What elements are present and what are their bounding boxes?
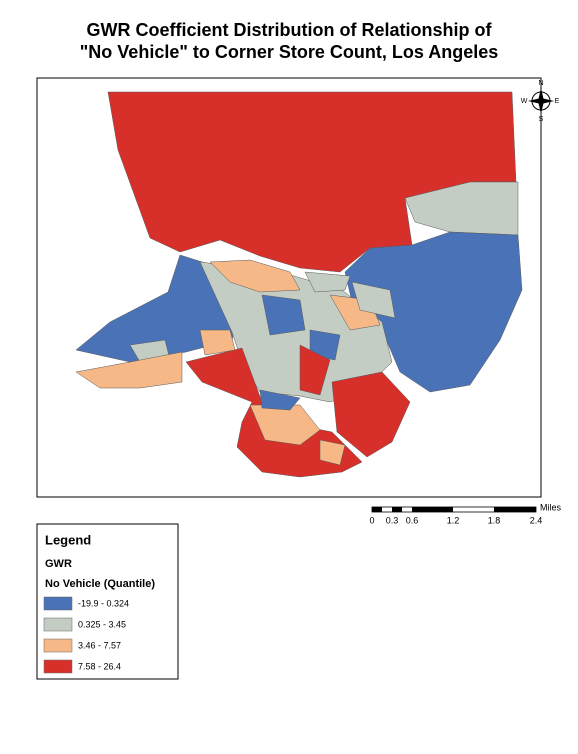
compass-n: N [538,80,543,87]
legend-label: -19.9 - 0.324 [78,598,129,608]
legend-layer: GWR [45,558,72,570]
scale-label: 0 [369,515,374,525]
scale-segment [412,507,453,512]
legend-swatch [43,617,73,632]
scale-segment [494,507,536,512]
scale-label: 0.6 [406,515,419,525]
title-line: "No Vehicle" to Corner Store Count, Los … [80,42,498,62]
scale-label: 2.4 [530,515,543,525]
compass-e: E [555,98,560,105]
map [75,91,523,478]
north-arrow: N S E W [521,80,560,123]
compass-w: W [521,98,528,105]
title-line: GWR Coefficient Distribution of Relation… [87,20,493,40]
legend-label: 3.46 - 7.57 [78,640,121,650]
scale-unit: Miles [540,502,562,512]
legend-items: -19.9 - 0.324 0.325 - 3.45 3.46 - 7.57 7.58… [43,596,129,674]
scale-label: 0.3 [386,515,399,525]
legend-swatch [43,638,73,653]
legend-swatch [43,596,73,611]
scale-label: 1.2 [447,515,460,525]
legend-swatch [43,659,73,674]
compass-s: S [539,116,544,123]
compass-needle [528,98,554,104]
legend-field: No Vehicle (Quantile) [45,578,155,590]
scale-label: 1.8 [488,515,501,525]
scale-segment [372,507,382,512]
legend-label: 7.58 - 26.4 [78,661,121,671]
legend-label: 0.325 - 3.45 [78,619,126,629]
legend-title: Legend [45,532,91,547]
scale-segment [392,507,402,512]
scale-bar: Miles 0 0.3 0.6 1.2 1.8 2.4 [369,502,561,525]
